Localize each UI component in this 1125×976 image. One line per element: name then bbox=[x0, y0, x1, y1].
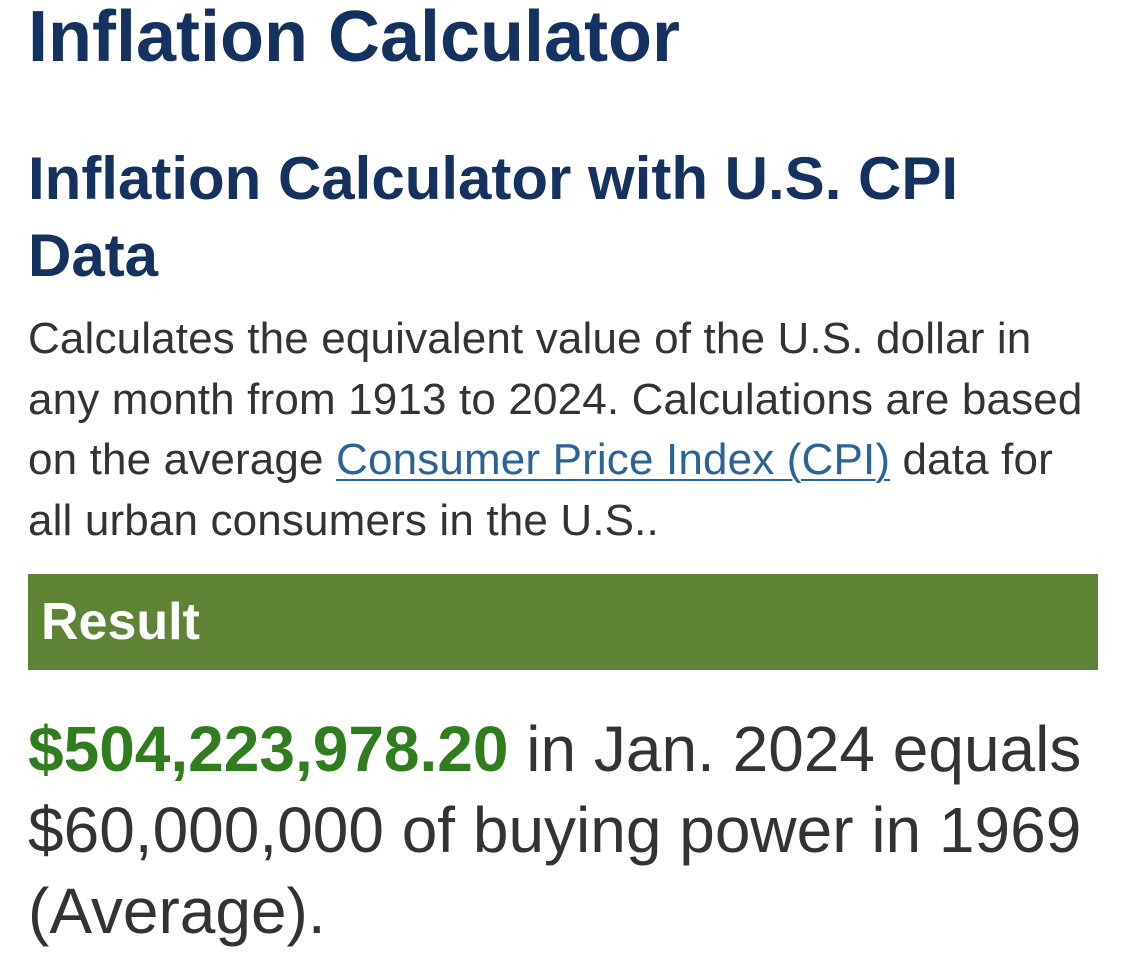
description-text-after-link: data for all urban consumers in the U.S.… bbox=[28, 435, 1053, 545]
result-heading: Result bbox=[41, 593, 200, 651]
description-text-before-link: Calculates the equivalent value of the U… bbox=[28, 314, 1083, 484]
result-header-bar: Result bbox=[28, 574, 1098, 670]
cpi-link[interactable]: Consumer Price Index (CPI) bbox=[336, 435, 891, 484]
result-amount: $504,223,978.20 bbox=[28, 713, 509, 785]
result-statement: $504,223,978.20 in Jan. 2024 equals $60,… bbox=[28, 709, 1088, 952]
calculator-description: Calculates the equivalent value of the U… bbox=[28, 309, 1088, 551]
page-title: Inflation Calculator bbox=[28, 0, 681, 77]
calculator-heading: Inflation Calculator with U.S. CPI Data bbox=[28, 145, 959, 289]
result-statement-text: in Jan. 2024 equals $60,000,000 of buyin… bbox=[28, 713, 1082, 947]
